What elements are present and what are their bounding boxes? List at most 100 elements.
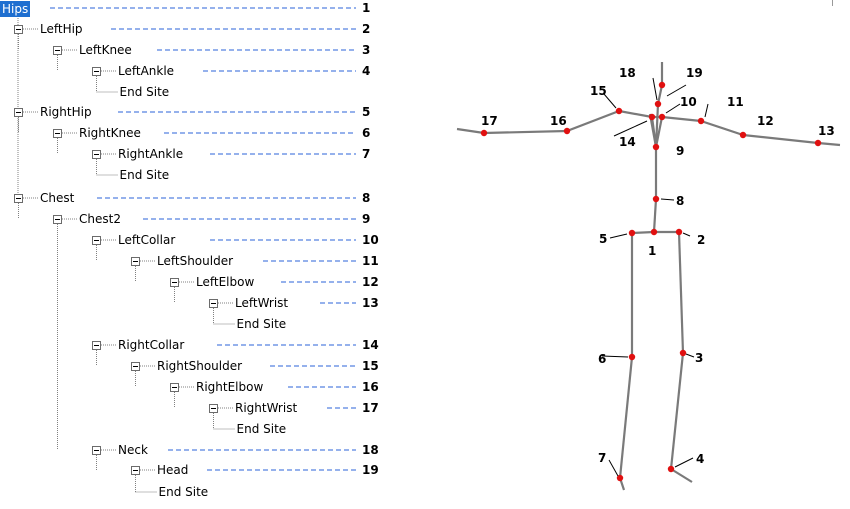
joint-index-number: 15	[362, 359, 379, 373]
joint-number-label: 18	[619, 66, 636, 80]
collapse-toggle-icon[interactable]	[92, 445, 101, 455]
bone-segment	[618, 109, 653, 119]
label-leader-tick	[682, 232, 691, 237]
joint-marker	[814, 139, 822, 147]
joint-number-label: 12	[757, 114, 774, 128]
joint-marker	[658, 81, 666, 89]
joint-number-label: 19	[686, 66, 703, 80]
collapse-toggle-icon[interactable]	[131, 256, 140, 266]
tree-node-label[interactable]: End Site	[236, 422, 287, 436]
tree-node-label[interactable]: LeftHip	[40, 22, 83, 36]
joint-marker	[675, 228, 683, 236]
tree-node-label[interactable]: RightKnee	[79, 126, 141, 140]
collapse-toggle-icon[interactable]	[170, 382, 179, 392]
joint-index-number: 19	[362, 463, 379, 477]
tree-node-label[interactable]: RightShoulder	[157, 359, 243, 373]
tree-node-label[interactable]: End Site	[119, 168, 170, 182]
label-leader-tick	[652, 77, 658, 101]
tree-node-label[interactable]: LeftKnee	[79, 43, 132, 57]
collapse-toggle-icon[interactable]	[209, 403, 218, 413]
collapse-toggle-icon[interactable]	[131, 361, 140, 371]
collapse-toggle-icon[interactable]	[92, 340, 101, 350]
joint-marker	[739, 131, 747, 139]
tree-node-label[interactable]: RightElbow	[196, 380, 264, 394]
joint-number-label: 14	[619, 135, 636, 149]
joint-number-label: 5	[599, 232, 608, 246]
tree-node-label[interactable]: End Site	[236, 317, 287, 331]
joint-index-number: 4	[362, 64, 371, 78]
tree-node-label[interactable]: LeftCollar	[118, 233, 176, 247]
collapse-toggle-icon[interactable]	[209, 298, 218, 308]
bone-segment	[652, 198, 658, 233]
label-leader-tick	[685, 353, 695, 358]
joint-marker	[615, 107, 623, 115]
label-leader-tick	[674, 457, 694, 468]
joint-marker	[480, 129, 488, 137]
joint-marker	[628, 229, 636, 237]
bone-segment	[700, 119, 744, 137]
label-leader-tick	[704, 103, 709, 118]
joint-marker	[616, 474, 624, 482]
tree-node-label[interactable]: LeftElbow	[196, 275, 255, 289]
bone-segment	[742, 133, 819, 145]
collapse-toggle-icon[interactable]	[14, 107, 23, 117]
joint-marker	[628, 353, 636, 361]
tree-node-label[interactable]: Chest	[40, 191, 75, 205]
collapse-toggle-icon[interactable]	[14, 193, 23, 203]
collapse-toggle-icon[interactable]	[92, 235, 101, 245]
collapse-toggle-icon[interactable]	[14, 24, 23, 34]
tree-node-label[interactable]: Neck	[118, 443, 148, 457]
tree-node-label[interactable]: RightCollar	[118, 338, 185, 352]
joint-index-number: 12	[362, 275, 379, 289]
collapse-toggle-icon[interactable]	[170, 277, 179, 287]
joint-index-number: 2	[362, 22, 371, 36]
joint-number-label: 10	[680, 95, 697, 109]
bone-segment	[669, 352, 685, 470]
tree-node-label[interactable]: End Site	[158, 485, 209, 499]
collapse-toggle-icon[interactable]	[92, 149, 101, 159]
joint-index-number: 16	[362, 380, 379, 394]
tree-node-label[interactable]: Chest2	[79, 212, 121, 226]
collapse-toggle-icon[interactable]	[53, 45, 62, 55]
tree-node-label[interactable]: LeftShoulder	[157, 254, 234, 268]
joint-index-number: 18	[362, 443, 379, 457]
tree-node-root[interactable]: Hips	[0, 1, 31, 17]
bone-segment	[483, 129, 568, 135]
joint-number-label: 4	[696, 452, 705, 466]
joint-marker	[648, 113, 656, 121]
tree-node-label[interactable]: End Site	[119, 85, 170, 99]
bone-segment	[677, 231, 685, 354]
collapse-toggle-icon[interactable]	[92, 66, 101, 76]
label-leader-tick	[608, 459, 619, 477]
joint-number-label: 3	[695, 351, 704, 365]
joint-index-number: 13	[362, 296, 379, 310]
label-leader-tick	[603, 93, 617, 109]
joint-marker	[650, 228, 658, 236]
collapse-toggle-icon[interactable]	[131, 465, 140, 475]
bone-segment	[618, 356, 634, 479]
label-leader-tick	[601, 355, 629, 358]
label-leader-tick	[665, 103, 681, 114]
joint-number-label: 6	[598, 352, 607, 366]
tree-node-label[interactable]: Head	[157, 463, 189, 477]
joint-number-label: 7	[598, 451, 607, 465]
tree-node-label[interactable]: RightWrist	[235, 401, 298, 415]
bone-segment	[631, 230, 655, 235]
joint-marker	[563, 127, 571, 135]
collapse-toggle-icon[interactable]	[53, 214, 62, 224]
joint-index-number: 10	[362, 233, 379, 247]
corner-mark	[832, 0, 833, 6]
label-leader-tick	[660, 198, 675, 201]
tree-node-label[interactable]: RightAnkle	[118, 147, 184, 161]
bone-segment	[566, 109, 620, 133]
tree-node-label[interactable]: RightHip	[40, 105, 92, 119]
tree-node-label[interactable]: LeftWrist	[235, 296, 289, 310]
bone-segment	[817, 141, 841, 147]
tree-node-label[interactable]: LeftAnkle	[118, 64, 175, 78]
collapse-toggle-icon[interactable]	[53, 128, 62, 138]
bone-segment	[656, 84, 664, 105]
joint-index-number: 6	[362, 126, 371, 140]
joint-number-label: 2	[697, 233, 706, 247]
